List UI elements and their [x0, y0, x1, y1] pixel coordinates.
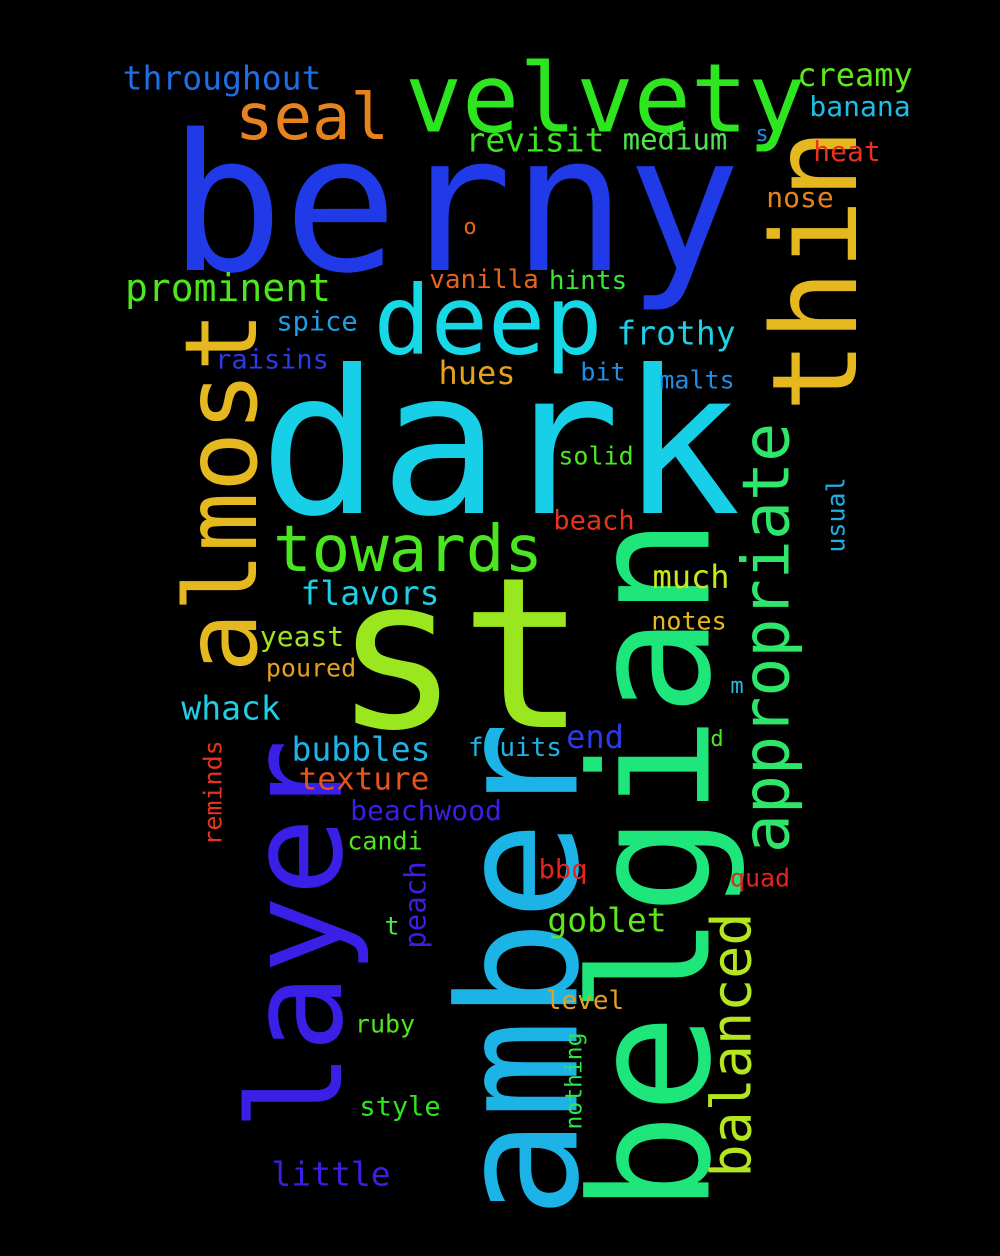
word-o: o — [463, 215, 477, 240]
word-texture: texture — [298, 761, 430, 798]
word-banana: banana — [809, 90, 911, 123]
word-peach: peach — [398, 861, 433, 949]
word-creamy: creamy — [797, 56, 913, 94]
word-raisins: raisins — [215, 344, 329, 376]
word-m: m — [730, 674, 744, 699]
word-beachwood: beachwood — [350, 794, 502, 827]
word-prominent: prominent — [125, 266, 331, 310]
word-towards: towards — [273, 513, 543, 587]
word-whack: whack — [181, 688, 281, 728]
word-revisit: revisit — [465, 120, 605, 160]
word-st: st — [333, 532, 587, 777]
word-fruits: fruits — [468, 733, 562, 763]
word-d: d — [710, 727, 724, 752]
word-balanced: balanced — [699, 912, 764, 1178]
word-much: much — [652, 558, 730, 596]
word-malts: malts — [659, 365, 735, 395]
word-layer: layer — [220, 739, 372, 1131]
word-usual: usual — [821, 477, 851, 553]
word-t: t — [384, 911, 400, 941]
word-medium: medium — [622, 122, 728, 157]
word-s: s — [755, 122, 769, 147]
word-beach: beach — [553, 505, 635, 537]
word-throughout: throughout — [122, 58, 322, 98]
word-solid: solid — [558, 441, 634, 471]
word-reminds: reminds — [198, 740, 228, 846]
word-notes: notes — [651, 606, 727, 636]
word-goblet: goblet — [547, 900, 667, 940]
word-nose: nose — [766, 181, 834, 214]
word-poured: poured — [265, 653, 357, 683]
word-dark: dark — [259, 328, 741, 561]
word-level: level — [545, 986, 625, 1016]
word-yeast: yeast — [259, 620, 345, 653]
word-spice: spice — [276, 306, 358, 338]
word-heat: heat — [813, 135, 881, 168]
word-candi: candi — [347, 826, 423, 856]
word-thin: thin — [746, 127, 884, 413]
word-bubbles: bubbles — [291, 729, 431, 769]
word-ruby: ruby — [354, 1009, 416, 1039]
word-seal: seal — [234, 81, 390, 155]
word-bit: bit — [580, 357, 626, 387]
word-end: end — [566, 718, 624, 756]
word-quad: quad — [729, 863, 791, 893]
word-style: style — [359, 1091, 441, 1123]
word-bbq: bbq — [538, 854, 588, 886]
word-hints: hints — [548, 266, 628, 296]
word-vanilla: vanilla — [429, 265, 539, 295]
word-flavors: flavors — [300, 573, 440, 613]
word-deep: deep — [373, 266, 603, 377]
word-frothy: frothy — [616, 313, 736, 353]
word-appropriate: appropriate — [729, 422, 805, 854]
word-velvety: velvety — [404, 44, 806, 155]
word-little: little — [271, 1154, 391, 1194]
word-hues: hues — [438, 354, 516, 392]
word-nothing: nothing — [561, 1032, 588, 1130]
word-berny: berny — [169, 94, 741, 315]
